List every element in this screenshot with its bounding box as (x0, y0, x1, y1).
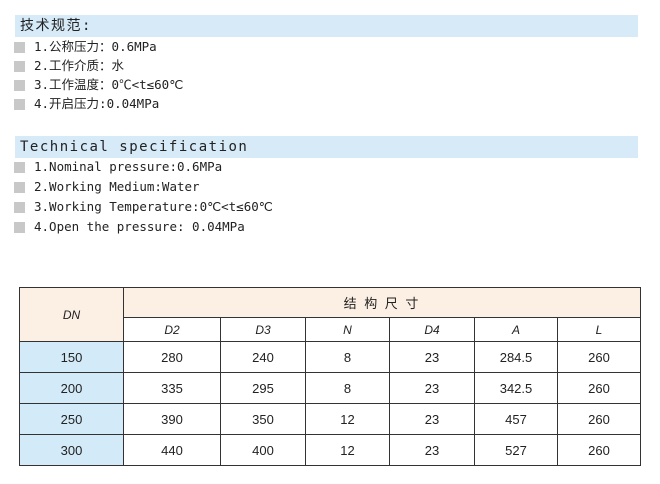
dn-cell: 150 (19, 341, 124, 373)
en-spec-item: 1.Nominal pressure:0.6MPa (14, 158, 222, 176)
en-spec-item: 2.Working Medium:Water (14, 178, 200, 196)
spec-text: 3.工作温度：0℃<t≤60℃ (34, 77, 184, 92)
bullet-square-icon (14, 41, 25, 53)
table-cell: 260 (557, 434, 641, 466)
table-cell: 295 (220, 372, 306, 404)
spec-text: 1.公称压力：0.6MPa (34, 39, 157, 54)
table-cell: 12 (305, 434, 390, 466)
spec-text: 3.Working Temperature:0℃<t≤60℃ (34, 199, 273, 214)
table-cell: 350 (220, 403, 306, 435)
cn-spec-item: 1.公称压力：0.6MPa (14, 38, 157, 56)
en-spec-item: 4.Open the pressure: 0.04MPa (14, 218, 245, 236)
dn-cell: 250 (19, 403, 124, 435)
table-row: 200 335 295 8 23 342.5 260 (19, 372, 641, 404)
table-cell: 280 (123, 341, 221, 373)
bullet-square-icon (14, 201, 25, 213)
cn-spec-item: 4.开启压力:0.04MPa (14, 95, 159, 113)
bullet-square-icon (14, 161, 25, 173)
table-cell: 390 (123, 403, 221, 435)
spec-text: 2.Working Medium:Water (34, 179, 200, 194)
dn-header: DN (19, 287, 124, 342)
table-cell: 23 (389, 372, 475, 404)
table-cell: 8 (305, 341, 390, 373)
table-cell: 23 (389, 403, 475, 435)
cn-spec-item: 3.工作温度：0℃<t≤60℃ (14, 76, 183, 94)
column-header: L (557, 317, 641, 342)
cn-spec-item: 2.工作介质：水 (14, 57, 124, 75)
table-cell: 23 (389, 434, 475, 466)
bullet-square-icon (14, 98, 25, 110)
table-cell: 284.5 (474, 341, 558, 373)
table-cell: 400 (220, 434, 306, 466)
column-header: D2 (123, 317, 221, 342)
column-header: A (474, 317, 558, 342)
cn-section-title: 技术规范: (15, 15, 638, 37)
table-cell: 8 (305, 372, 390, 404)
table-row: 300 440 400 12 23 527 260 (19, 434, 641, 466)
table-cell: 260 (557, 341, 641, 373)
spec-text: 4.Open the pressure: 0.04MPa (34, 219, 245, 234)
table-cell: 23 (389, 341, 475, 373)
table-cell: 260 (557, 403, 641, 435)
table-cell: 527 (474, 434, 558, 466)
table-row: 150 280 240 8 23 284.5 260 (19, 341, 641, 373)
spec-text: 4.开启压力:0.04MPa (34, 96, 160, 111)
table-cell: 342.5 (474, 372, 558, 404)
dn-cell: 300 (19, 434, 124, 466)
column-header: D4 (389, 317, 475, 342)
spec-text: 2.工作介质：水 (34, 58, 125, 73)
table-cell: 335 (123, 372, 221, 404)
bullet-square-icon (14, 79, 25, 91)
group-header: 结 构 尺 寸 (123, 287, 641, 318)
en-section-title: Technical specification (15, 136, 638, 158)
bullet-square-icon (14, 221, 25, 233)
table-cell: 457 (474, 403, 558, 435)
table-cell: 260 (557, 372, 641, 404)
spec-text: 1.Nominal pressure:0.6MPa (34, 159, 223, 174)
en-spec-item: 3.Working Temperature:0℃<t≤60℃ (14, 198, 273, 216)
column-header: N (305, 317, 390, 342)
column-header: D3 (220, 317, 306, 342)
table-cell: 440 (123, 434, 221, 466)
table-cell: 12 (305, 403, 390, 435)
table-cell: 240 (220, 341, 306, 373)
bullet-square-icon (14, 60, 25, 72)
bullet-square-icon (14, 181, 25, 193)
dn-cell: 200 (19, 372, 124, 404)
table-row: 250 390 350 12 23 457 260 (19, 403, 641, 435)
dimension-table: DN 结 构 尺 寸 D2 D3 N D4 A L 150 280 240 8 23 28… (19, 287, 641, 466)
